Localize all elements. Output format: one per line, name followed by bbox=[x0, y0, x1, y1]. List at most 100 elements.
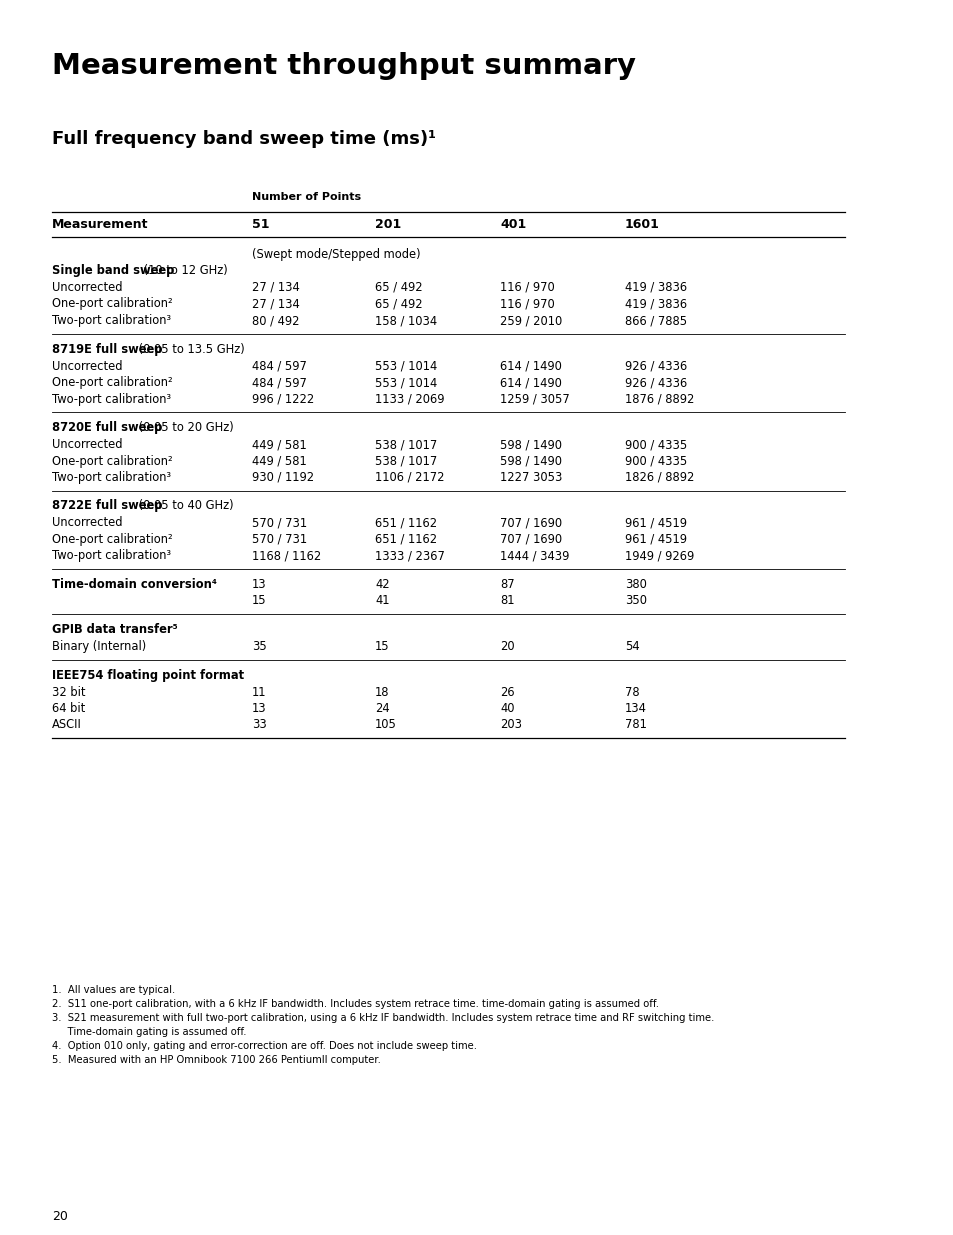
Text: 33: 33 bbox=[252, 719, 267, 731]
Text: 449 / 581: 449 / 581 bbox=[252, 454, 307, 468]
Text: Uncorrected: Uncorrected bbox=[52, 359, 122, 373]
Text: (0.05 to 13.5 GHz): (0.05 to 13.5 GHz) bbox=[135, 342, 245, 356]
Text: 598 / 1490: 598 / 1490 bbox=[499, 438, 561, 451]
Text: 996 / 1222: 996 / 1222 bbox=[252, 393, 314, 405]
Text: 26: 26 bbox=[499, 685, 514, 699]
Text: Measurement: Measurement bbox=[52, 219, 149, 231]
Text: 930 / 1192: 930 / 1192 bbox=[252, 471, 314, 484]
Text: 4.  Option 010 only, gating and error-correction are off. Does not include sweep: 4. Option 010 only, gating and error-cor… bbox=[52, 1041, 476, 1051]
Text: 2.  S11 one-port calibration, with a 6 kHz IF bandwidth. Includes system retrace: 2. S11 one-port calibration, with a 6 kH… bbox=[52, 999, 659, 1009]
Text: 553 / 1014: 553 / 1014 bbox=[375, 359, 436, 373]
Text: Two-port calibration³: Two-port calibration³ bbox=[52, 471, 171, 484]
Text: 1826 / 8892: 1826 / 8892 bbox=[624, 471, 694, 484]
Text: 64 bit: 64 bit bbox=[52, 701, 85, 715]
Text: 484 / 597: 484 / 597 bbox=[252, 359, 307, 373]
Text: One-port calibration²: One-port calibration² bbox=[52, 375, 172, 389]
Text: Full frequency band sweep time (ms)¹: Full frequency band sweep time (ms)¹ bbox=[52, 130, 436, 148]
Text: IEEE754 floating point format: IEEE754 floating point format bbox=[52, 668, 244, 682]
Text: 27 / 134: 27 / 134 bbox=[252, 298, 299, 310]
Text: 926 / 4336: 926 / 4336 bbox=[624, 375, 686, 389]
Text: 20: 20 bbox=[52, 1210, 68, 1223]
Text: 1227 3053: 1227 3053 bbox=[499, 471, 561, 484]
Text: Two-port calibration³: Two-port calibration³ bbox=[52, 314, 171, 327]
Text: Time-domain conversion⁴: Time-domain conversion⁴ bbox=[52, 578, 216, 592]
Text: 538 / 1017: 538 / 1017 bbox=[375, 438, 436, 451]
Text: 1949 / 9269: 1949 / 9269 bbox=[624, 550, 694, 562]
Text: ASCII: ASCII bbox=[52, 719, 82, 731]
Text: 15: 15 bbox=[252, 594, 266, 608]
Text: 484 / 597: 484 / 597 bbox=[252, 375, 307, 389]
Text: (0.05 to 20 GHz): (0.05 to 20 GHz) bbox=[135, 421, 233, 433]
Text: 42: 42 bbox=[375, 578, 389, 592]
Text: One-port calibration²: One-port calibration² bbox=[52, 534, 172, 546]
Text: 51: 51 bbox=[252, 219, 269, 231]
Text: 553 / 1014: 553 / 1014 bbox=[375, 375, 436, 389]
Text: Two-port calibration³: Two-port calibration³ bbox=[52, 393, 171, 405]
Text: 158 / 1034: 158 / 1034 bbox=[375, 314, 436, 327]
Text: 134: 134 bbox=[624, 701, 646, 715]
Text: 1259 / 3057: 1259 / 3057 bbox=[499, 393, 569, 405]
Text: 13: 13 bbox=[252, 701, 266, 715]
Text: 11: 11 bbox=[252, 685, 266, 699]
Text: 18: 18 bbox=[375, 685, 389, 699]
Text: Uncorrected: Uncorrected bbox=[52, 438, 122, 451]
Text: 1444 / 3439: 1444 / 3439 bbox=[499, 550, 569, 562]
Text: 961 / 4519: 961 / 4519 bbox=[624, 534, 686, 546]
Text: 5.  Measured with an HP Omnibook 7100 266 PentiumII computer.: 5. Measured with an HP Omnibook 7100 266… bbox=[52, 1055, 380, 1065]
Text: (0.05 to 40 GHz): (0.05 to 40 GHz) bbox=[135, 499, 233, 513]
Text: 1601: 1601 bbox=[624, 219, 659, 231]
Text: 1876 / 8892: 1876 / 8892 bbox=[624, 393, 694, 405]
Text: 614 / 1490: 614 / 1490 bbox=[499, 375, 561, 389]
Text: Single band sweep: Single band sweep bbox=[52, 264, 174, 277]
Text: 259 / 2010: 259 / 2010 bbox=[499, 314, 561, 327]
Text: Uncorrected: Uncorrected bbox=[52, 516, 122, 530]
Text: 15: 15 bbox=[375, 640, 389, 653]
Text: Time-domain gating is assumed off.: Time-domain gating is assumed off. bbox=[52, 1028, 246, 1037]
Text: 449 / 581: 449 / 581 bbox=[252, 438, 307, 451]
Text: 87: 87 bbox=[499, 578, 514, 592]
Text: (10 to 12 GHz): (10 to 12 GHz) bbox=[140, 264, 228, 277]
Text: 8722E full sweep: 8722E full sweep bbox=[52, 499, 162, 513]
Text: 41: 41 bbox=[375, 594, 389, 608]
Text: Measurement throughput summary: Measurement throughput summary bbox=[52, 52, 636, 80]
Text: 707 / 1690: 707 / 1690 bbox=[499, 534, 561, 546]
Text: 1333 / 2367: 1333 / 2367 bbox=[375, 550, 444, 562]
Text: 538 / 1017: 538 / 1017 bbox=[375, 454, 436, 468]
Text: 651 / 1162: 651 / 1162 bbox=[375, 534, 436, 546]
Text: 401: 401 bbox=[499, 219, 526, 231]
Text: 65 / 492: 65 / 492 bbox=[375, 282, 422, 294]
Text: 105: 105 bbox=[375, 719, 396, 731]
Text: 40: 40 bbox=[499, 701, 514, 715]
Text: 350: 350 bbox=[624, 594, 646, 608]
Text: 3.  S21 measurement with full two-port calibration, using a 6 kHz IF bandwidth. : 3. S21 measurement with full two-port ca… bbox=[52, 1013, 714, 1023]
Text: 20: 20 bbox=[499, 640, 514, 653]
Text: 926 / 4336: 926 / 4336 bbox=[624, 359, 686, 373]
Text: 961 / 4519: 961 / 4519 bbox=[624, 516, 686, 530]
Text: 8720E full sweep: 8720E full sweep bbox=[52, 421, 162, 433]
Text: 116 / 970: 116 / 970 bbox=[499, 298, 554, 310]
Text: Number of Points: Number of Points bbox=[252, 191, 361, 203]
Text: GPIB data transfer⁵: GPIB data transfer⁵ bbox=[52, 622, 177, 636]
Text: 707 / 1690: 707 / 1690 bbox=[499, 516, 561, 530]
Text: 570 / 731: 570 / 731 bbox=[252, 516, 307, 530]
Text: (Swept mode/Stepped mode): (Swept mode/Stepped mode) bbox=[252, 248, 420, 261]
Text: Uncorrected: Uncorrected bbox=[52, 282, 122, 294]
Text: 598 / 1490: 598 / 1490 bbox=[499, 454, 561, 468]
Text: 614 / 1490: 614 / 1490 bbox=[499, 359, 561, 373]
Text: One-port calibration²: One-port calibration² bbox=[52, 454, 172, 468]
Text: 116 / 970: 116 / 970 bbox=[499, 282, 554, 294]
Text: 570 / 731: 570 / 731 bbox=[252, 534, 307, 546]
Text: 1.  All values are typical.: 1. All values are typical. bbox=[52, 986, 175, 995]
Text: 81: 81 bbox=[499, 594, 514, 608]
Text: 1106 / 2172: 1106 / 2172 bbox=[375, 471, 444, 484]
Text: 203: 203 bbox=[499, 719, 521, 731]
Text: 8719E full sweep: 8719E full sweep bbox=[52, 342, 162, 356]
Text: 1133 / 2069: 1133 / 2069 bbox=[375, 393, 444, 405]
Text: 201: 201 bbox=[375, 219, 401, 231]
Text: 419 / 3836: 419 / 3836 bbox=[624, 298, 686, 310]
Text: 866 / 7885: 866 / 7885 bbox=[624, 314, 686, 327]
Text: 13: 13 bbox=[252, 578, 266, 592]
Text: 32 bit: 32 bit bbox=[52, 685, 86, 699]
Text: 380: 380 bbox=[624, 578, 646, 592]
Text: 24: 24 bbox=[375, 701, 389, 715]
